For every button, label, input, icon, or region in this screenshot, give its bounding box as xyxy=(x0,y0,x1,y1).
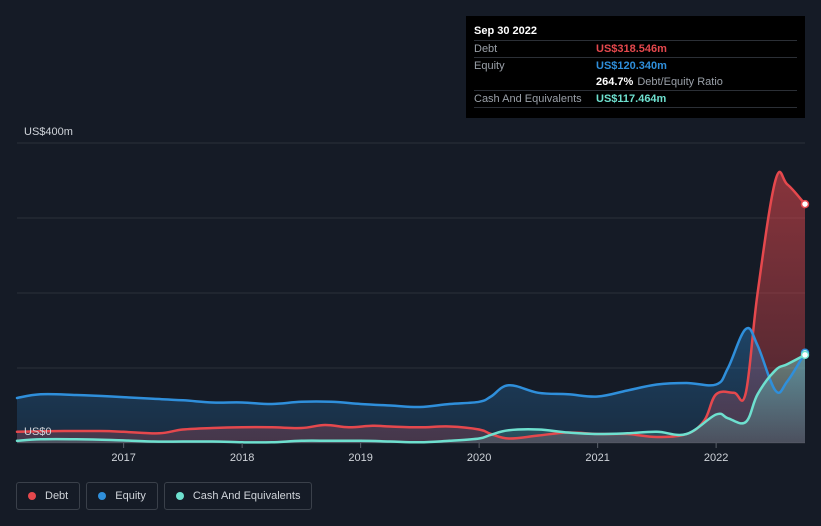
cash-area xyxy=(17,354,805,443)
tooltip-cash-value: US$117.464m xyxy=(596,93,667,105)
x-tick-label-2021: 2021 xyxy=(585,452,609,464)
equity-line xyxy=(15,326,807,409)
tooltip-row-debt: Debt US$318.546m xyxy=(474,40,797,57)
legend-label-debt: Debt xyxy=(45,490,69,502)
legend-item-equity[interactable]: Equity xyxy=(86,482,158,510)
legend-label-cash: Cash And Equivalents xyxy=(192,490,301,502)
chart-legend: Debt Equity Cash And Equivalents xyxy=(16,482,313,510)
y-axis-label-max: US$400m xyxy=(24,126,73,138)
tooltip-date: Sep 30 2022 xyxy=(474,25,537,37)
y-axis-label-zero: US$0 xyxy=(24,426,52,438)
tooltip-row-ratio: 264.7% Debt/Equity Ratio xyxy=(474,74,797,90)
tooltip-ratio-label: Debt/Equity Ratio xyxy=(637,76,723,88)
x-tick-label-2018: 2018 xyxy=(230,452,254,464)
x-tick-label-2022: 2022 xyxy=(704,452,728,464)
legend-dot-cash xyxy=(175,492,184,500)
equity-area xyxy=(17,328,805,443)
x-tick-label-2019: 2019 xyxy=(348,452,372,464)
x-tick-label-2017: 2017 xyxy=(111,452,135,464)
legend-label-equity: Equity xyxy=(115,490,146,502)
x-tick-label-2020: 2020 xyxy=(467,452,491,464)
series-areas xyxy=(17,171,805,444)
tooltip-debt-label: Debt xyxy=(474,43,498,55)
tooltip-cash-label: Cash And Equivalents xyxy=(474,93,582,105)
legend-item-debt[interactable]: Debt xyxy=(16,482,81,510)
tooltip-row-equity: Equity US$120.340m xyxy=(474,57,797,74)
tooltip-debt-value: US$318.546m xyxy=(596,43,667,55)
cash-endpoint xyxy=(800,350,810,360)
data-tooltip: Sep 30 2022 Debt US$318.546m Equity US$1… xyxy=(466,16,805,118)
cash-line xyxy=(15,353,807,444)
tooltip-equity-value: US$120.340m xyxy=(596,60,667,72)
tooltip-ratio-value: 264.7% xyxy=(596,76,634,88)
axes: US$400m US$0 xyxy=(24,126,73,438)
tooltip-row-cash: Cash And Equivalents US$117.464m xyxy=(474,90,797,108)
debt-endpoint xyxy=(800,199,810,209)
legend-dot-equity xyxy=(98,492,107,500)
legend-item-cash[interactable]: Cash And Equivalents xyxy=(163,482,313,510)
debt-line xyxy=(15,170,807,440)
tooltip-equity-label: Equity xyxy=(474,60,505,72)
x-axis-ticks: 2017 2018 2019 2020 2021 2022 xyxy=(111,443,728,464)
legend-dot-debt xyxy=(28,492,36,500)
series-lines xyxy=(15,170,810,444)
